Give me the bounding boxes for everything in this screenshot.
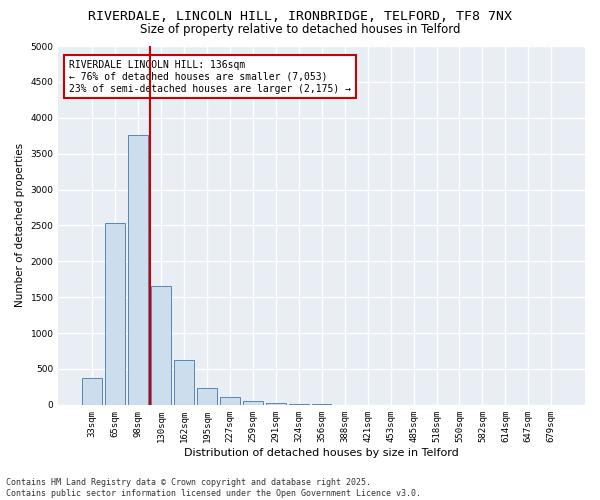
Bar [243, 400, 263, 405]
Bar [220, 398, 239, 405]
Text: RIVERDALE LINCOLN HILL: 136sqm
← 76% of detached houses are smaller (7,053)
23% : RIVERDALE LINCOLN HILL: 136sqm ← 76% of … [69, 60, 351, 94]
Y-axis label: Number of detached properties: Number of detached properties [15, 144, 25, 308]
Text: RIVERDALE, LINCOLN HILL, IRONBRIDGE, TELFORD, TF8 7NX: RIVERDALE, LINCOLN HILL, IRONBRIDGE, TEL… [88, 10, 512, 23]
Bar [82, 378, 102, 405]
Bar [197, 388, 217, 405]
Text: Size of property relative to detached houses in Telford: Size of property relative to detached ho… [140, 22, 460, 36]
Bar [106, 224, 125, 405]
Bar [151, 286, 171, 405]
Bar [128, 135, 148, 405]
X-axis label: Distribution of detached houses by size in Telford: Distribution of detached houses by size … [184, 448, 459, 458]
Bar [289, 404, 308, 405]
Text: Contains HM Land Registry data © Crown copyright and database right 2025.
Contai: Contains HM Land Registry data © Crown c… [6, 478, 421, 498]
Bar [174, 360, 194, 405]
Bar [266, 402, 286, 405]
